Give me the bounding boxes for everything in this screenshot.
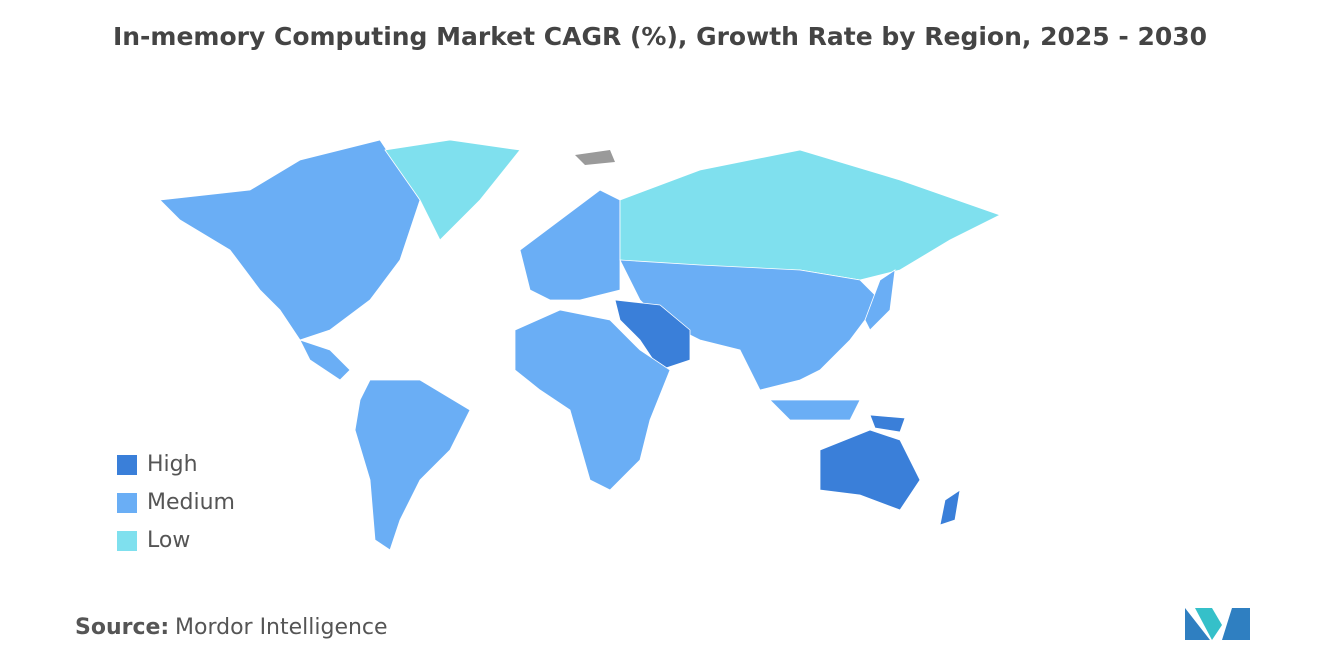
logo-shape (1222, 608, 1250, 640)
southeast-asia (769, 399, 861, 421)
logo-shape (1195, 608, 1222, 640)
greenland (384, 139, 521, 241)
europe (519, 189, 621, 301)
logo (1185, 608, 1250, 640)
japan (864, 269, 896, 331)
papua-new-guinea (869, 414, 906, 433)
source-label: Source: (75, 615, 169, 640)
source-text: Mordor Intelligence (175, 615, 388, 640)
no-data-region (575, 150, 615, 165)
legend-swatch (117, 493, 137, 513)
legend-label: Low (147, 528, 190, 553)
australia (819, 429, 921, 511)
logo-shape (1185, 608, 1210, 640)
map-title: In-memory Computing Market CAGR (%), Gro… (113, 22, 1207, 51)
legend-swatch (117, 531, 137, 551)
legend: High Medium Low (117, 452, 235, 553)
legend-label: Medium (147, 490, 235, 515)
central-america (299, 339, 351, 381)
south-america (354, 379, 471, 551)
north-america (159, 139, 421, 341)
world-map (159, 139, 1002, 551)
middle-east (614, 299, 691, 371)
legend-swatch (117, 455, 137, 475)
legend-label: High (147, 452, 198, 477)
new-zealand (939, 489, 961, 526)
africa (514, 309, 671, 491)
